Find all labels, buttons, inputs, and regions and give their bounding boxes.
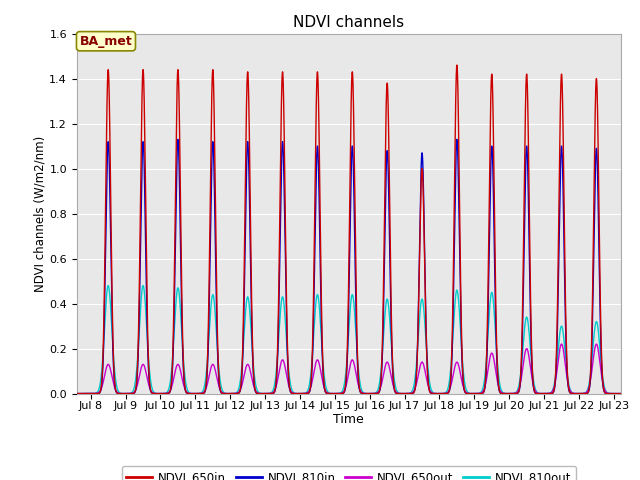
- X-axis label: Time: Time: [333, 413, 364, 426]
- Y-axis label: NDVI channels (W/m2/nm): NDVI channels (W/m2/nm): [33, 135, 47, 292]
- Text: BA_met: BA_met: [79, 35, 132, 48]
- Title: NDVI channels: NDVI channels: [293, 15, 404, 30]
- Legend: NDVI_650in, NDVI_810in, NDVI_650out, NDVI_810out: NDVI_650in, NDVI_810in, NDVI_650out, NDV…: [122, 466, 576, 480]
